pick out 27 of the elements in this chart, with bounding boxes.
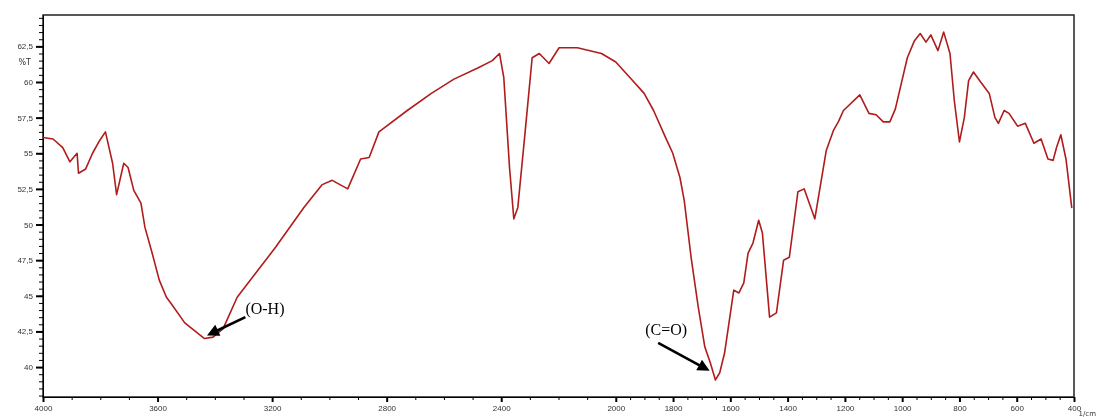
line-series: [42, 31, 1073, 381]
annotation: (C=O): [645, 320, 688, 339]
x-tick-label: 2800: [378, 403, 397, 413]
x-tick-label: 1800: [664, 403, 683, 413]
y-tick-label: 57,5: [17, 113, 34, 123]
annotation: (O-H): [245, 300, 285, 319]
y-tick-label: 47,5: [17, 256, 34, 266]
x-tick-label: 600: [1010, 403, 1025, 413]
y-tick-label: 55: [24, 149, 34, 159]
y-tick-label: 50: [24, 220, 34, 230]
y-tick-label: 42,5: [17, 327, 34, 337]
x-tick-label: 1400: [779, 403, 798, 413]
x-tick-label: 2400: [492, 403, 512, 413]
y-tick-label: 52,5: [17, 184, 34, 194]
x-tick-label: 2000: [607, 403, 626, 413]
x-tick-label: 1000: [893, 403, 913, 413]
x-tick-label: 3600: [149, 403, 168, 413]
y-tick-label: 45: [24, 291, 34, 301]
x-tick-label: 4000: [34, 403, 53, 413]
x-tick-label: 800: [953, 403, 968, 413]
x-tick-label: 1200: [836, 403, 855, 413]
x-tick-label: 3200: [263, 403, 283, 413]
y-axis-title: %T: [18, 58, 32, 68]
x-tick-label: 1600: [721, 403, 741, 413]
y-tick-label: 60: [24, 78, 34, 88]
y-tick-label: 40: [24, 363, 34, 373]
y-tick-label: 62,5: [17, 42, 34, 52]
